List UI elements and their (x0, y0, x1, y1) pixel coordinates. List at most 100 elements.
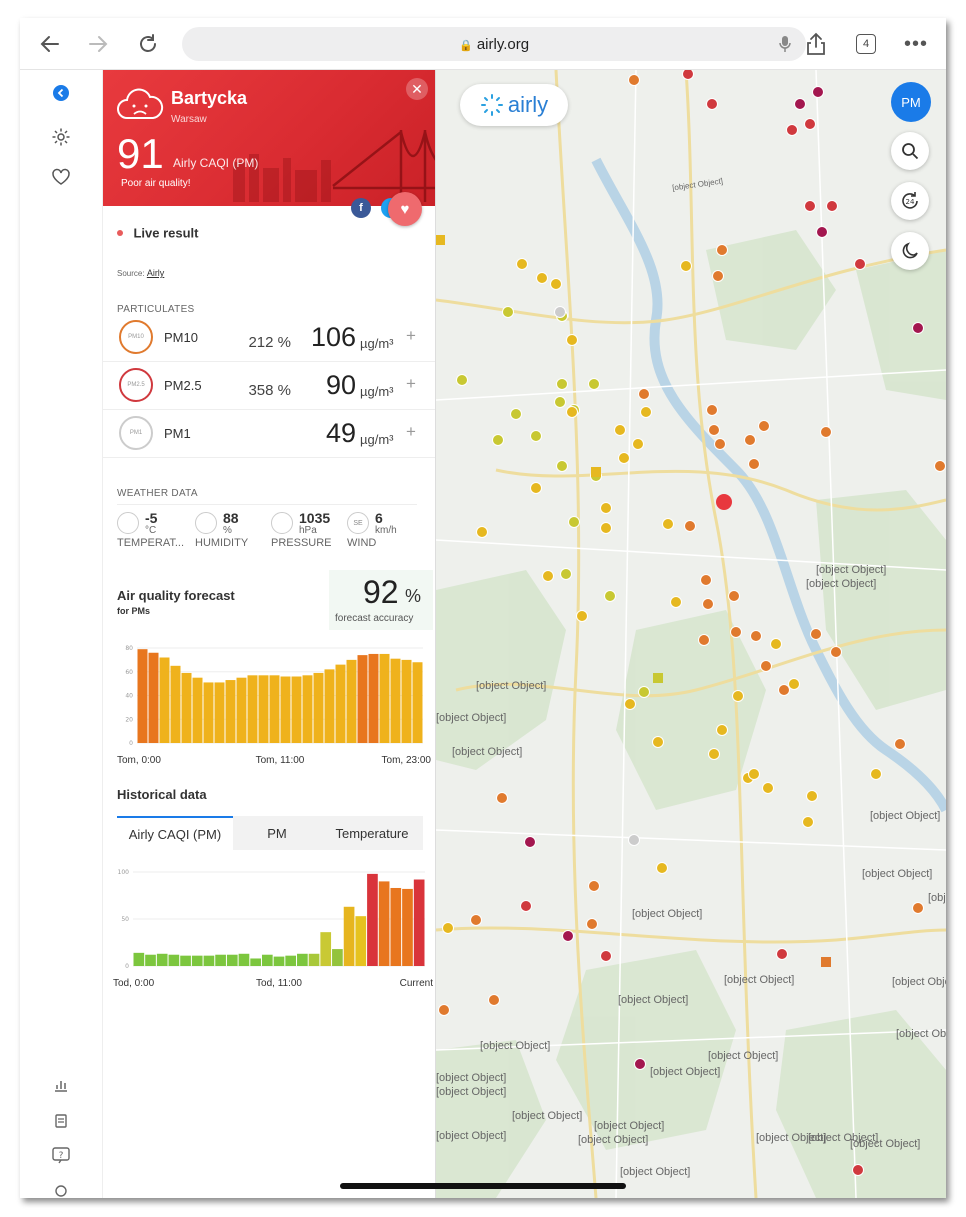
station-marker[interactable] (698, 634, 710, 646)
station-marker[interactable] (870, 768, 882, 780)
station-marker[interactable] (682, 70, 694, 80)
station-marker[interactable] (632, 438, 644, 450)
collapse-button[interactable] (50, 82, 72, 104)
station-marker[interactable] (748, 458, 760, 470)
station-marker[interactable] (442, 922, 454, 934)
station-marker[interactable] (778, 684, 790, 696)
chart-bar[interactable] (412, 662, 423, 743)
station-marker[interactable] (786, 124, 798, 136)
station-marker[interactable] (556, 378, 568, 390)
particulate-row[interactable]: PM10 PM10 212 % 106 µg/m³ + (103, 314, 435, 362)
chart-bar[interactable] (302, 675, 313, 743)
station-marker[interactable] (588, 378, 600, 390)
station-marker[interactable] (706, 404, 718, 416)
reload-button[interactable] (132, 28, 164, 60)
station-marker[interactable] (476, 526, 488, 538)
station-marker[interactable] (730, 626, 742, 638)
account-button[interactable] (50, 1180, 72, 1198)
chart-bar[interactable] (250, 958, 261, 966)
chart-bar[interactable] (133, 952, 145, 966)
chart-bar[interactable] (346, 659, 357, 743)
chart-bar[interactable] (324, 669, 335, 743)
station-marker[interactable] (634, 1058, 646, 1070)
station-marker[interactable] (536, 272, 548, 284)
station-marker[interactable] (566, 406, 578, 418)
station-marker[interactable] (656, 862, 668, 874)
forward-button[interactable] (82, 28, 114, 60)
chart-bar[interactable] (368, 653, 379, 743)
station-marker[interactable] (562, 930, 574, 942)
station-marker[interactable] (556, 460, 568, 472)
chart-bar[interactable] (297, 953, 308, 966)
station-marker[interactable] (812, 86, 824, 98)
chart-bar[interactable] (320, 932, 332, 966)
station-marker[interactable] (770, 638, 782, 650)
air-quality-map[interactable]: [object Object] [object Object] [object Ob… (436, 70, 946, 1198)
station-marker[interactable] (638, 388, 650, 400)
chart-bar[interactable] (215, 954, 226, 966)
station-marker[interactable] (470, 914, 482, 926)
chart-bar[interactable] (137, 649, 148, 743)
particulate-row[interactable]: PM2.5 PM2.5 358 % 90 µg/m³ + (103, 362, 435, 410)
back-button[interactable] (34, 28, 66, 60)
station-marker[interactable] (670, 596, 682, 608)
station-marker[interactable] (510, 408, 522, 420)
share-button[interactable] (800, 28, 832, 60)
chart-bar[interactable] (285, 955, 297, 966)
chart-bar[interactable] (214, 682, 225, 743)
chart-bar[interactable] (390, 658, 401, 743)
user-avatar[interactable]: PM (891, 82, 931, 122)
station-marker-square[interactable] (591, 467, 601, 477)
station-marker[interactable] (716, 244, 728, 256)
selected-station-marker[interactable] (716, 494, 732, 510)
facebook-share-button[interactable]: f (351, 198, 371, 218)
station-marker[interactable] (618, 452, 630, 464)
chart-bar[interactable] (335, 664, 346, 743)
station-marker[interactable] (554, 306, 566, 318)
station-marker[interactable] (830, 646, 842, 658)
station-marker[interactable] (816, 226, 828, 238)
station-marker[interactable] (520, 900, 532, 912)
chart-bar[interactable] (343, 906, 355, 966)
station-marker[interactable] (576, 610, 588, 622)
station-marker[interactable] (638, 686, 650, 698)
station-marker-square[interactable] (821, 957, 831, 967)
chart-bar[interactable] (367, 873, 378, 966)
station-marker[interactable] (820, 426, 832, 438)
chart-bar[interactable] (203, 682, 214, 743)
chart-bar[interactable] (145, 954, 156, 966)
stats-button[interactable] (50, 1074, 72, 1096)
close-button[interactable]: ✕ (406, 78, 428, 100)
station-marker[interactable] (516, 258, 528, 270)
station-marker[interactable] (912, 322, 924, 334)
chart-bar[interactable] (261, 954, 273, 966)
chart-bar[interactable] (291, 676, 302, 744)
station-marker[interactable] (568, 516, 580, 528)
station-marker[interactable] (934, 460, 946, 472)
station-marker[interactable] (706, 98, 718, 110)
settings-button[interactable] (50, 126, 72, 148)
microphone-icon[interactable] (778, 35, 792, 58)
station-marker[interactable] (708, 748, 720, 760)
chart-bar[interactable] (379, 653, 390, 743)
station-marker[interactable] (748, 768, 760, 780)
expand-plus-icon[interactable]: + (406, 326, 416, 345)
station-marker[interactable] (566, 334, 578, 346)
address-bar[interactable]: 🔒 airly.org (182, 27, 806, 61)
station-marker[interactable] (488, 994, 500, 1006)
station-marker[interactable] (438, 1004, 450, 1016)
map-history-button[interactable]: 24 (891, 182, 929, 220)
station-marker[interactable] (604, 590, 616, 602)
chart-bar[interactable] (355, 916, 367, 966)
station-marker[interactable] (750, 630, 762, 642)
chart-bar[interactable] (180, 955, 191, 966)
chart-bar[interactable] (226, 954, 238, 966)
station-marker[interactable] (684, 520, 696, 532)
station-marker[interactable] (806, 790, 818, 802)
station-marker[interactable] (530, 430, 542, 442)
station-marker[interactable] (712, 270, 724, 282)
chart-bar[interactable] (357, 655, 368, 743)
station-marker[interactable] (542, 570, 554, 582)
station-marker[interactable] (728, 590, 740, 602)
station-marker[interactable] (810, 628, 822, 640)
